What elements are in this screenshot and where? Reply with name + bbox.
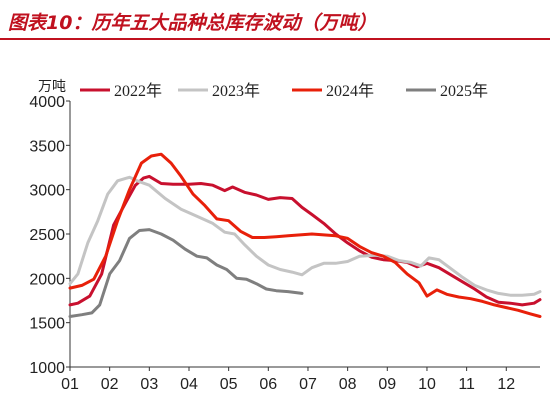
legend-label-3: 2024年 <box>326 82 374 100</box>
y-tick-label: 4000 <box>29 94 65 111</box>
chart-axes: 万吨 1000 1500 2000 2500 3000 3500 4000 01 02 03 04 05… <box>29 79 540 393</box>
y-tick-label: 1500 <box>29 316 65 333</box>
x-tick-label: 08 <box>339 376 357 393</box>
series-line-3 <box>68 152 542 318</box>
legend-label-2: 2023年 <box>212 82 260 100</box>
x-tick-label: 03 <box>140 376 158 393</box>
x-tick-label: 02 <box>101 376 119 393</box>
chart-series-lines <box>68 152 542 318</box>
series-line-4 <box>68 228 304 318</box>
chart-legend: 2022年 2023年 2024年 2025年 <box>80 82 488 100</box>
y-axis-unit-label: 万吨 <box>38 79 66 95</box>
y-tick-label: 3500 <box>29 138 65 155</box>
title-underline <box>0 38 550 40</box>
x-tick-label: 09 <box>378 376 396 393</box>
legend-label-1: 2022年 <box>114 82 162 100</box>
x-tick-label: 01 <box>61 376 79 393</box>
series-line-2 <box>68 175 542 297</box>
y-tick-label: 2000 <box>29 271 65 288</box>
x-tick-label: 05 <box>220 376 238 393</box>
series-line-1 <box>68 174 542 307</box>
legend-label-4: 2025年 <box>440 82 488 100</box>
y-tick-label: 1000 <box>29 360 65 377</box>
x-tick-label: 11 <box>458 376 475 393</box>
x-tick-label: 10 <box>418 376 436 393</box>
x-tick-label: 07 <box>299 376 317 393</box>
y-tick-label: 2500 <box>29 227 65 244</box>
x-tick-label: 12 <box>497 376 515 393</box>
x-tick-label: 06 <box>259 376 277 393</box>
chart-title: 图表10：历年五大品种总库存波动（万吨） <box>8 12 377 34</box>
chart-title-bar: 图表10：历年五大品种总库存波动（万吨） <box>0 0 550 44</box>
x-tick-label: 04 <box>180 376 198 393</box>
y-tick-label: 3000 <box>29 183 65 200</box>
